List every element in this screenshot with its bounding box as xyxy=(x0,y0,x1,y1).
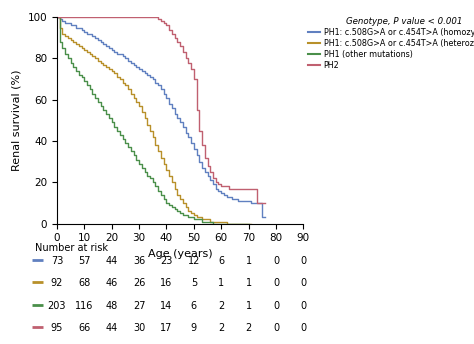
Text: 48: 48 xyxy=(106,301,118,311)
Text: 0: 0 xyxy=(273,278,279,288)
Text: 57: 57 xyxy=(78,256,91,266)
Text: 2: 2 xyxy=(218,323,224,333)
Text: 92: 92 xyxy=(51,278,63,288)
Text: 1: 1 xyxy=(246,301,252,311)
Text: 203: 203 xyxy=(47,301,66,311)
Text: 27: 27 xyxy=(133,301,146,311)
Text: 73: 73 xyxy=(51,256,63,266)
Text: 0: 0 xyxy=(301,256,306,266)
Text: 0: 0 xyxy=(273,256,279,266)
Text: 66: 66 xyxy=(78,323,91,333)
Text: 0: 0 xyxy=(301,278,306,288)
Text: 68: 68 xyxy=(78,278,91,288)
Text: 1: 1 xyxy=(246,278,252,288)
Text: 14: 14 xyxy=(160,301,173,311)
Text: 2: 2 xyxy=(246,323,252,333)
Text: 0: 0 xyxy=(273,323,279,333)
Text: 116: 116 xyxy=(75,301,93,311)
Text: 0: 0 xyxy=(273,301,279,311)
Text: Number at risk: Number at risk xyxy=(35,243,108,253)
Text: 2: 2 xyxy=(218,301,224,311)
Text: 6: 6 xyxy=(191,301,197,311)
Text: 17: 17 xyxy=(160,323,173,333)
Text: 44: 44 xyxy=(106,256,118,266)
Text: 6: 6 xyxy=(218,256,224,266)
Text: 1: 1 xyxy=(218,278,224,288)
X-axis label: Age (years): Age (years) xyxy=(148,249,212,259)
Text: 44: 44 xyxy=(106,323,118,333)
Text: 9: 9 xyxy=(191,323,197,333)
Text: 36: 36 xyxy=(133,256,145,266)
Text: 16: 16 xyxy=(160,278,173,288)
Text: 5: 5 xyxy=(191,278,197,288)
Text: 1: 1 xyxy=(246,256,252,266)
Text: 0: 0 xyxy=(301,301,306,311)
Text: 26: 26 xyxy=(133,278,145,288)
Text: 23: 23 xyxy=(160,256,173,266)
Text: 12: 12 xyxy=(188,256,200,266)
Text: 0: 0 xyxy=(301,323,306,333)
Text: 46: 46 xyxy=(106,278,118,288)
Y-axis label: Renal survival (%): Renal survival (%) xyxy=(12,69,22,171)
Text: 30: 30 xyxy=(133,323,145,333)
Legend: PH1: c.508G>A or c.454T>A (homozygous), PH1: c.508G>A or c.454T>A (heterozygous): PH1: c.508G>A or c.454T>A (homozygous), … xyxy=(308,17,474,70)
Text: 95: 95 xyxy=(51,323,63,333)
